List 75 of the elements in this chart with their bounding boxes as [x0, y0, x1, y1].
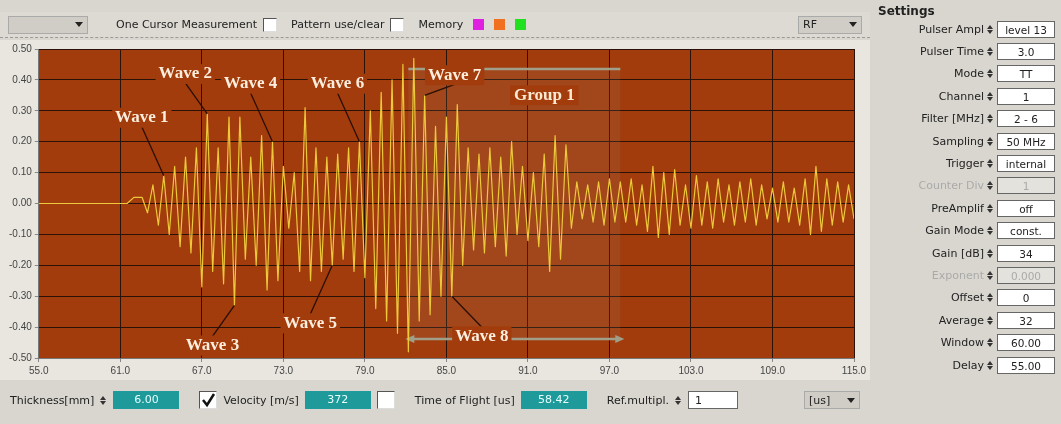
x-tick-label: 55.0	[29, 364, 49, 376]
text: Ref.multipl.	[606, 393, 669, 407]
text: Time of Flight [us]	[414, 393, 515, 407]
x-tick-label: 85.0	[436, 364, 457, 376]
text: 58.42	[520, 391, 587, 409]
text: 0.000	[997, 266, 1055, 284]
x-tick-label: 73.0	[273, 364, 294, 376]
text: 34	[997, 244, 1055, 262]
text: internal	[997, 155, 1055, 173]
band-label: Group 1	[514, 84, 575, 104]
text: Mode	[954, 67, 984, 81]
text: Offset	[950, 291, 984, 305]
text: Pattern use/clear	[291, 18, 385, 31]
text: off	[997, 199, 1055, 217]
y-tick-label: -0.50	[9, 351, 33, 363]
text: Memory	[418, 18, 464, 31]
y-tick-label: -0.40	[9, 320, 33, 332]
annotation: Wave 4	[223, 73, 278, 93]
y-tick-label: 0.50	[12, 42, 33, 54]
text: Velocity [m/s]	[223, 393, 299, 407]
x-tick-label: 115.0	[841, 364, 867, 376]
text: 0	[997, 289, 1055, 307]
text: Average	[938, 313, 984, 327]
annotation: Wave 7	[427, 64, 482, 84]
text: 60.00	[997, 334, 1055, 352]
text: TT	[997, 65, 1055, 83]
text: 2 - 6	[997, 110, 1055, 128]
text: 55.00	[997, 356, 1055, 374]
dropdown-button: RF	[798, 15, 862, 34]
text: Sampling	[932, 134, 984, 148]
text: Thickness[mm]	[10, 393, 95, 407]
y-tick-label: -0.30	[9, 289, 33, 301]
y-tick-label: -0.10	[9, 228, 33, 240]
annotation: Wave 1	[115, 107, 169, 127]
text: 372	[304, 391, 371, 409]
y-tick-label: -0.20	[9, 259, 33, 271]
y-tick-label: 0.10	[12, 166, 33, 178]
text: 32	[997, 311, 1055, 329]
text: 1	[997, 177, 1055, 195]
x-tick-label: 103.0	[678, 364, 704, 376]
text: Channel	[938, 89, 984, 103]
text: Window	[940, 336, 984, 350]
text: Delay	[952, 358, 984, 372]
annotation: Wave 5	[283, 312, 337, 332]
text: Gain Mode	[925, 224, 984, 238]
annotation: Wave 6	[310, 73, 365, 93]
text: Trigger	[946, 157, 984, 171]
annotation: Wave 8	[455, 325, 509, 345]
annotation: Wave 2	[158, 63, 212, 83]
text: One Cursor Measurement	[116, 18, 258, 31]
x-tick-label: 61.0	[110, 364, 131, 376]
text: Settings	[878, 4, 936, 18]
text: Pulser Time	[920, 45, 984, 59]
y-tick-label: 0.30	[12, 104, 33, 116]
y-tick-label: 0.00	[12, 197, 33, 209]
text: 6.00	[113, 391, 180, 409]
x-tick-label: 97.0	[599, 364, 620, 376]
text: PreAmplif	[931, 201, 984, 215]
text: 1	[997, 87, 1055, 105]
x-tick-label: 109.0	[759, 364, 786, 376]
text: 3.0	[997, 43, 1055, 61]
text: Filter [MHz]	[921, 112, 984, 126]
text: const.	[997, 222, 1055, 240]
x-tick-label: 79.0	[355, 364, 376, 376]
y-tick-label: 0.20	[12, 135, 33, 147]
x-tick-label: 67.0	[192, 364, 212, 376]
text: level 13	[997, 20, 1055, 38]
text: 50 MHz	[997, 132, 1055, 150]
dropdown-button: [us]	[804, 391, 860, 409]
annotation: Wave 3	[185, 334, 240, 354]
x-tick-label: 91.0	[518, 364, 539, 376]
text: 1	[687, 391, 738, 409]
text: Pulser Ampl	[918, 22, 984, 36]
text: Gain [dB]	[932, 246, 984, 260]
y-tick-label: 0.40	[12, 73, 33, 85]
